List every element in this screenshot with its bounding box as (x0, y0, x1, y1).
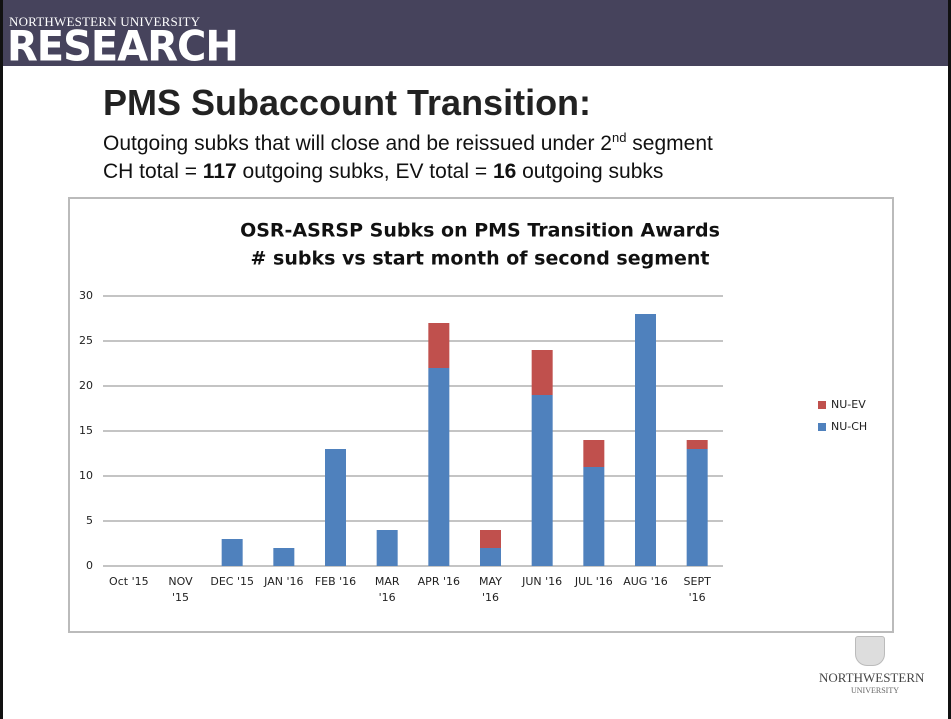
x-tick-label: MAR '16 (375, 575, 400, 604)
y-tick-label: 5 (86, 514, 93, 527)
header-university: NORTHWESTERN UNIVERSITY (9, 14, 201, 29)
footer-name: NORTHWESTERN (819, 670, 925, 685)
header-unit: RESEARCH (7, 22, 239, 72)
bar-segment (428, 368, 450, 566)
legend-swatch (818, 401, 826, 409)
bar-segment (531, 395, 553, 566)
crest (855, 636, 885, 666)
header-bar (3, 0, 948, 66)
subtitle-line: Outgoing subks that will close and be re… (103, 130, 713, 156)
bar-segment (635, 314, 656, 566)
y-tick-label: 25 (79, 334, 93, 347)
bar-segment (480, 530, 501, 548)
x-tick-label: MAY '16 (479, 575, 502, 604)
chart-title: OSR-ASRSP Subks on PMS Transition Awards (240, 220, 720, 242)
bar-segment (531, 350, 553, 395)
legend-label: NU-EV (831, 398, 866, 411)
x-tick-label: SEPT '16 (684, 575, 712, 604)
bar-segment (583, 440, 605, 467)
bar-segment (376, 530, 398, 566)
chart: OSR-ASRSP Subks on PMS Transition Awards… (68, 197, 894, 633)
x-tick-label: NOV '15 (168, 575, 193, 604)
y-tick-label: 30 (79, 289, 93, 302)
x-tick-label: JUN '16 (521, 575, 562, 588)
bar-segment (273, 548, 295, 566)
x-tick-label: APR '16 (418, 575, 460, 588)
footer-sub: UNIVERSITY (851, 686, 899, 695)
bar-segment (428, 323, 450, 368)
x-tick-label: JAN '16 (263, 575, 303, 588)
y-tick-label: 0 (86, 559, 93, 572)
text: segment (626, 132, 713, 155)
subtitle-line: CH total = 117 outgoing subks, EV total … (103, 160, 663, 184)
bar-segment (221, 539, 243, 566)
x-tick-label: JUL '16 (574, 575, 613, 588)
bar-segment (480, 548, 501, 566)
text: CH total = (103, 160, 203, 183)
ev-total: 16 (492, 160, 517, 183)
x-tick-label: AUG '16 (623, 575, 668, 588)
y-tick-label: 15 (79, 424, 93, 437)
bar-segment (583, 467, 605, 566)
y-tick-label: 10 (79, 469, 93, 482)
text: outgoing subks, EV total = (236, 160, 493, 183)
text: Outgoing subks that will close and be re… (103, 132, 612, 155)
ch-total: 117 (202, 160, 237, 183)
superscript: nd (611, 130, 627, 145)
bar-segment (686, 440, 708, 449)
x-tick-label: FEB '16 (315, 575, 356, 588)
slide-title: PMS Subaccount Transition: (103, 82, 592, 123)
chart-subtitle: # subks vs start month of second segment (251, 248, 710, 270)
x-tick-label: DEC '15 (210, 575, 254, 588)
text: outgoing subks (516, 160, 664, 183)
legend-swatch (818, 423, 826, 431)
x-tick-label: Oct '15 (109, 575, 149, 588)
bar-segment (686, 449, 708, 566)
legend-label: NU-CH (831, 420, 867, 433)
y-tick-label: 20 (79, 379, 93, 392)
bar-segment (325, 449, 346, 566)
